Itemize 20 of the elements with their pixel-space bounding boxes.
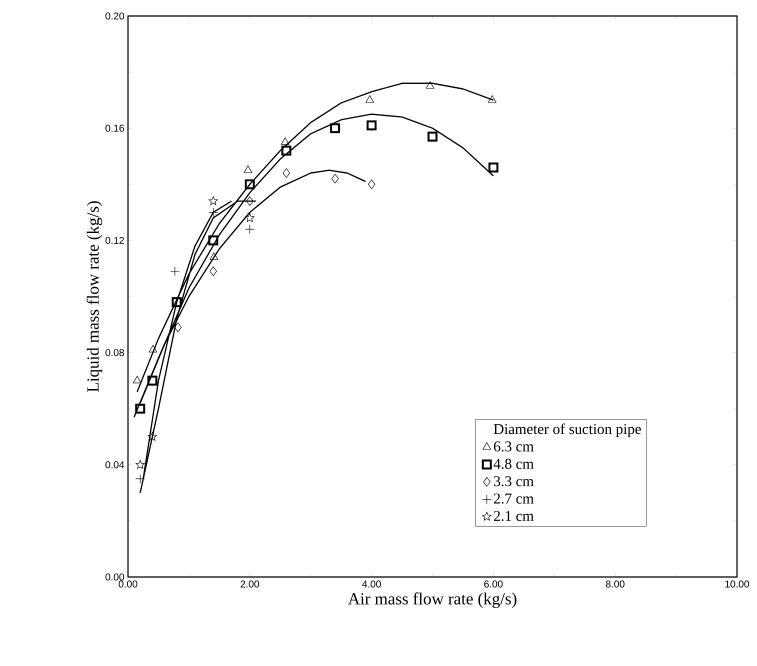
legend-title: Diameter of suction pipe [494,423,641,438]
x-axis-title: Air mass flow rate (kg/s) [348,592,516,608]
y-tick-label: 0.04 [105,461,124,468]
x-tick-label: 2.00 [240,580,260,588]
x-tick-label: 6.00 [484,580,503,588]
y-tick-label: 0.20 [105,12,124,20]
x-tick-label: 8.00 [606,580,625,588]
legend-label: 3.3 cm [494,476,534,486]
y-tick-label: 0.00 [105,573,124,581]
y-tick-label: 0.16 [105,124,124,132]
y-axis-title: Liquid mass flow rate (kg/s) [86,201,102,392]
x-tick-label: 4.00 [362,580,381,588]
legend-label: 2.1 cm [494,510,534,522]
y-tick-label: 0.12 [105,236,124,244]
y-tick-label: 0.08 [105,349,124,356]
legend-label: 2.7 cm [494,494,534,504]
legend-label: 6.3 cm [494,441,534,452]
legend-label: 4.8 cm [494,458,534,469]
x-tick-label: 0.00 [118,580,138,588]
x-tick-label: 10.00 [725,580,750,588]
